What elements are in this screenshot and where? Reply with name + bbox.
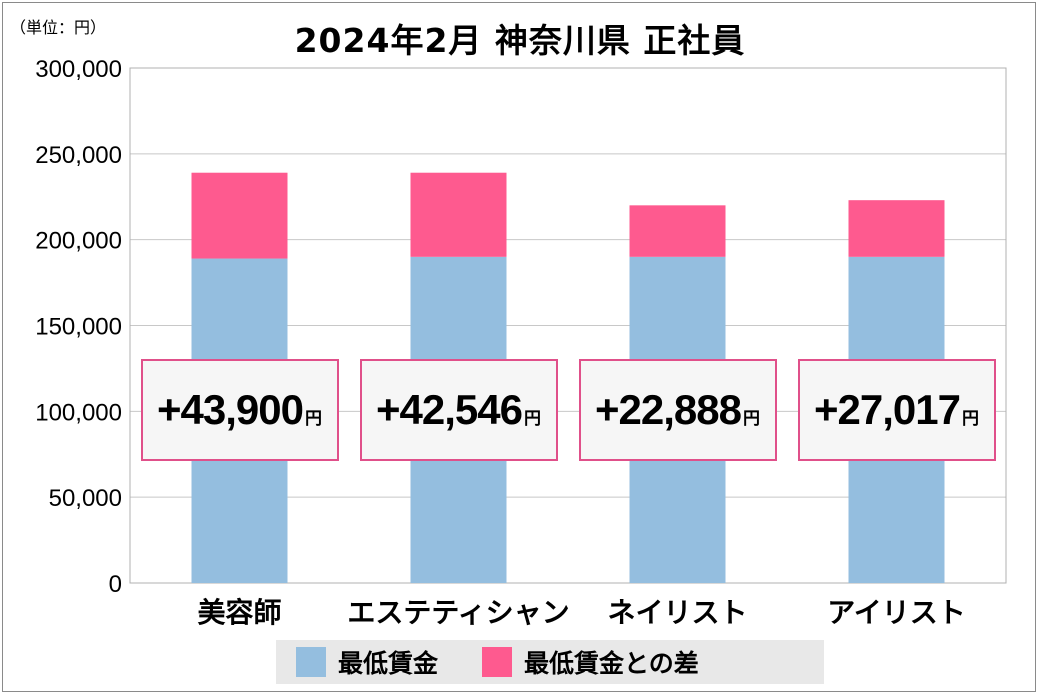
difference-unit: 円 [305,408,322,429]
difference-value: +43,900 [157,386,304,433]
difference-value: +27,017 [814,386,961,433]
bar-difference [629,205,726,257]
y-tick-label: 100,000 [35,399,122,426]
y-tick-label: 0 [109,571,122,598]
difference-label-box: +27,017 円 [797,359,996,461]
bar-difference [191,172,288,259]
difference-label-box: +42,546 円 [359,359,558,461]
x-category-label: アイリスト [827,596,966,629]
legend-label-diff: 最低賃金との差 [524,649,699,678]
difference-unit: 円 [524,408,541,429]
legend: 最低賃金 最低賃金との差 [276,640,824,684]
y-tick-label: 200,000 [35,228,122,255]
legend-swatch-base [296,647,326,677]
x-category-label: 美容師 [197,596,281,629]
x-category-label: ネイリスト [607,596,747,629]
difference-value: +22,888 [595,386,742,433]
bar-difference [410,172,507,257]
unit-note: （単位：円） [10,18,107,37]
legend-item-diff: 最低賃金との差 [482,644,699,680]
y-tick-label: 150,000 [35,314,122,341]
chart-title: 2024年2月 神奈川県 正社員 [294,21,746,60]
legend-item-base: 最低賃金 [296,644,438,680]
y-tick-label: 300,000 [35,56,122,83]
y-tick-label: 250,000 [35,142,122,169]
x-category-label: エステティシャン [347,596,569,629]
difference-unit: 円 [962,408,979,429]
y-tick-label: 50,000 [49,485,122,512]
x-axis-categories: 美容師 エステティシャン ネイリスト アイリスト [197,596,965,629]
plot-area-border [129,67,1007,584]
legend-swatch-diff [482,647,513,677]
difference-label-box: +43,900 円 [140,359,339,461]
difference-unit: 円 [743,408,760,429]
bar-difference [848,200,945,257]
difference-label-box: +22,888 円 [578,359,777,461]
difference-value: +42,546 [376,386,523,433]
legend-label-base: 最低賃金 [338,649,439,678]
y-axis-ticks: 0 50,000 100,000 150,000 200,000 250,000 300,0… [35,56,122,598]
